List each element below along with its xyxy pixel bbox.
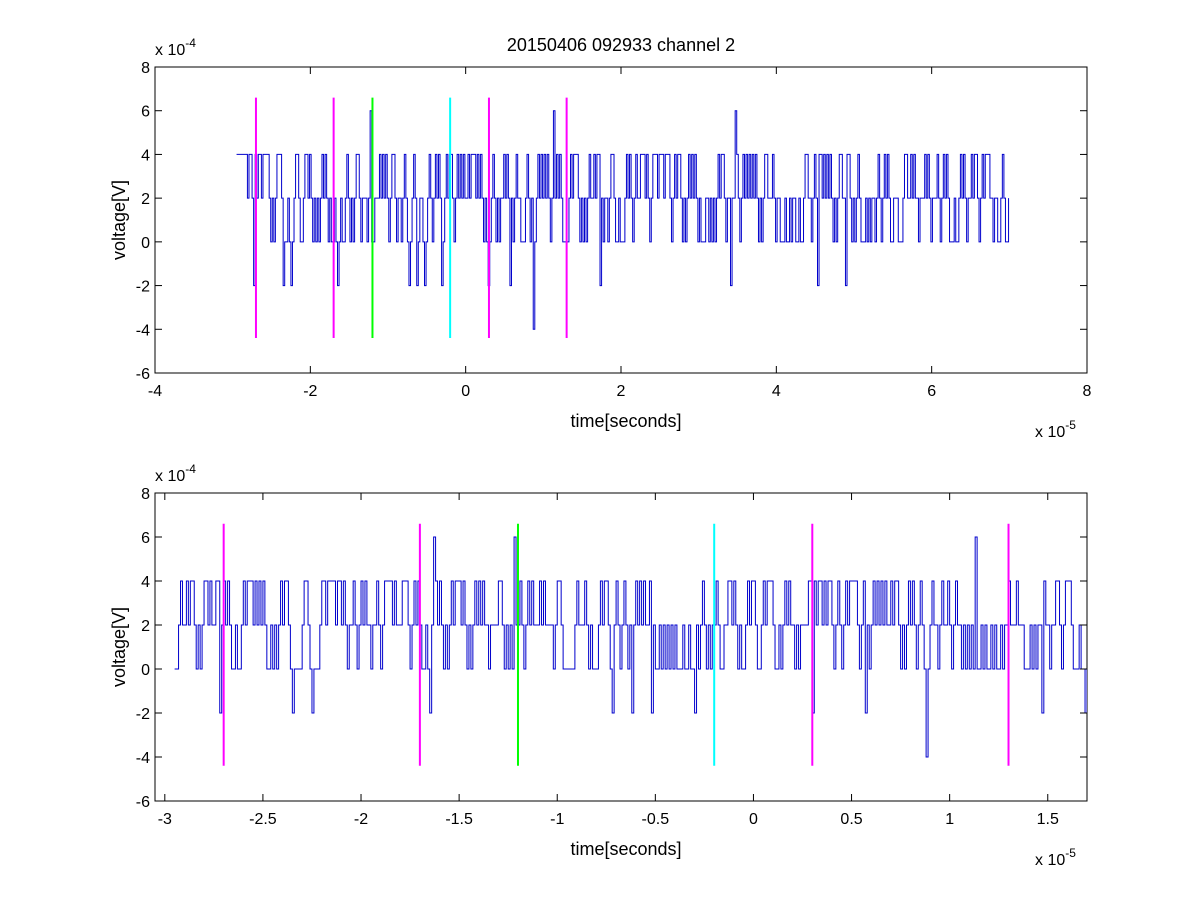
x-tick-label: -2 [303,383,317,400]
y-tick-label: 8 [141,60,150,77]
x-tick-label: 0.5 [840,811,862,828]
chart-panel-2: -3 -2.5 -2 -1.5 -1 -0.5 0 0.5 1 1.5 -6 -4 -2 0 2 4 6 8 tim… [109,462,1088,869]
y-axis-label: voltage[V] [109,180,129,260]
x-tick-label: 8 [1083,383,1092,400]
x-tick-label: -2.5 [249,811,277,828]
y-tick-label: 0 [141,662,150,679]
x-tick-label: 1 [945,811,954,828]
y-axis-multiplier: x 10-4 [155,36,196,59]
chart-panel-1: -4 -2 0 2 4 6 8-6-4-202468time[seconds]voltage… [109,35,1092,441]
y-tick-label: 8 [141,486,150,503]
voltage-series-line [174,536,1087,758]
x-axis-label: time[seconds] [570,411,681,431]
y-tick-label: 2 [141,618,150,635]
y-tick-label: -4 [136,322,150,339]
voltage-series-line [236,110,1010,330]
x-axis-multiplier: x 10-5 [1035,418,1076,441]
y-tick-label: -2 [136,706,150,723]
x-axis-label: time[seconds] [570,839,681,859]
x-tick-label: -0.5 [642,811,670,828]
y-tick-label: 2 [141,191,150,208]
x-tick-label: -4 [148,383,162,400]
y-tick-label: -6 [136,366,150,383]
y-tick-label: 0 [141,235,150,252]
x-tick-label: 1.5 [1037,811,1059,828]
x-tick-label: 4 [772,383,781,400]
y-tick-label: -4 [136,750,150,767]
y-tick-label: 6 [141,104,150,121]
x-tick-label: -1.5 [445,811,473,828]
x-tick-label: 6 [927,383,936,400]
x-tick-label: 0 [749,811,758,828]
y-axis-label: voltage[V] [109,607,129,687]
x-tick-label: -3 [158,811,172,828]
x-tick-label: 2 [617,383,626,400]
y-axis-multiplier: x 10-4 [155,462,196,485]
y-tick-label: 4 [141,147,150,164]
y-tick-label: -6 [136,794,150,811]
plot-area-frame [154,66,1088,374]
plot-area-frame [154,492,1088,802]
y-tick-label: -2 [136,279,150,296]
chart-title: 20150406 092933 channel 2 [507,35,735,55]
x-axis-multiplier: x 10-5 [1035,846,1076,869]
y-tick-label: 6 [141,530,150,547]
y-tick-label: 4 [141,574,150,591]
x-tick-label: 0 [461,383,470,400]
x-tick-label: -1 [550,811,564,828]
x-tick-label: -2 [354,811,368,828]
